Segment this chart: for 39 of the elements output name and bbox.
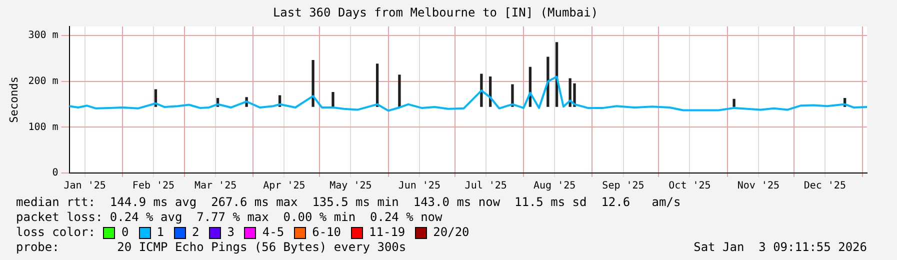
legend-label: 4-5 [262,225,284,240]
x-tick-label: Apr '25 [263,180,306,192]
x-tick-label: Jan '25 [64,180,106,192]
x-tick-label: Dec '25 [804,180,846,192]
y-tick-label: 0 [52,168,58,179]
bar [332,92,334,107]
chart-title: Last 360 Days from Melbourne to [IN] (Mumbai) [272,5,598,20]
x-tick-label: Nov '25 [737,180,780,192]
x-tick-label: Jun '25 [398,180,440,192]
text: median rtt: 144.9 ms avg 267.6 ms max 135.5 ms min 143.0 ms now 11.5 ms sd 12.6 am/s [16,195,682,210]
legend-label: 6-10 [312,225,342,240]
x-tick-label: Jul '25 [464,180,507,192]
legend-label: 11-19 [369,225,406,240]
legend-label: 20/20 [433,225,470,240]
legend-label: 0 [121,225,129,240]
bar [312,60,314,107]
bar [398,74,401,107]
text: probe: 20 ICMP Echo Pings (56 Bytes) every 300s [16,240,406,255]
text: Sat Jan 3 09:11:55 2026 [694,240,867,255]
x-tick-label: Aug '25 [533,180,576,192]
x-tick-label: Mar '25 [194,180,237,192]
bar [376,64,379,107]
legend-label: 2 [192,225,200,240]
bar [546,56,550,107]
y-tick-label: 300 m [28,30,58,42]
x-tick-label: May '25 [330,180,372,192]
legend-label: 3 [227,225,234,240]
bar [732,98,736,107]
y-tick-label: 200 m [28,76,58,87]
legend-title: loss color: [16,225,96,240]
x-tick-label: Oct '25 [668,180,711,192]
text: packet loss: 0.24 % avg 7.77 % max 0.00 % min 0.24 % now [16,210,444,225]
y-axis-title: Seconds [7,76,20,123]
x-tick-label: Feb '25 [132,180,175,192]
x-tick-label: Sep '25 [602,180,644,192]
legend-label: 1 [156,225,164,240]
bar [511,84,514,107]
bar [480,74,483,107]
y-tick-label: 100 m [28,122,58,133]
